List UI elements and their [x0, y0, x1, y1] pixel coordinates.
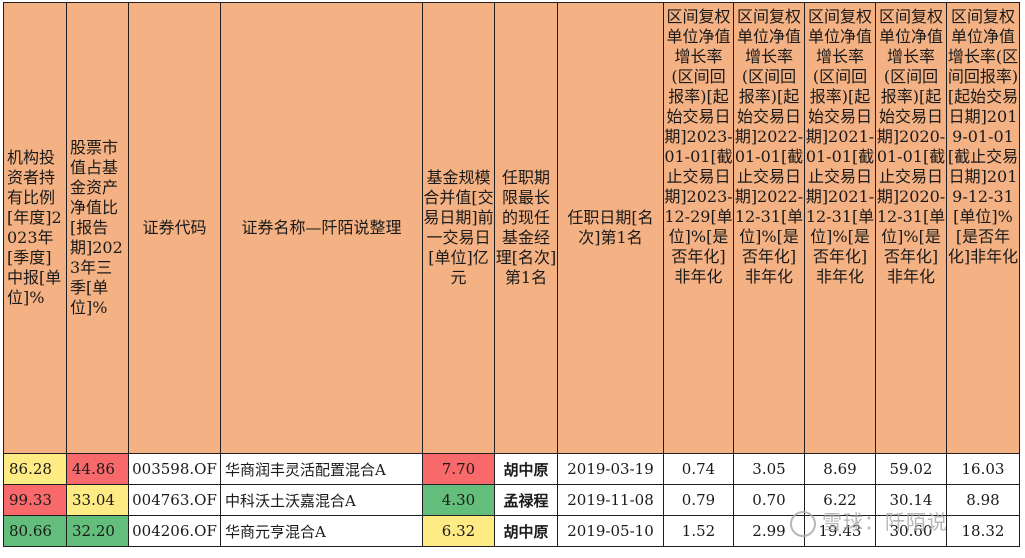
- cell-inst-holding: 86.28: [3, 453, 67, 485]
- cell-manager: 胡中原: [494, 515, 558, 547]
- cell-return-2022: 0.70: [733, 484, 805, 516]
- watermark-text: 雪球：阡陌说: [822, 510, 948, 534]
- header-code: 证券代码: [128, 2, 221, 454]
- cell-tenure-date: 2019-11-08: [557, 484, 664, 516]
- table-row: 99.33 33.04 004763.OF 中科沃土沃嘉混合A 4.30 孟禄程…: [3, 484, 1020, 516]
- cell-fund-size: 6.32: [422, 515, 495, 547]
- cell-return-2023: 0.74: [663, 453, 734, 485]
- cell-code: 003598.OF: [128, 453, 221, 485]
- cell-return-2019: 18.32: [946, 515, 1020, 547]
- cell-return-2023: 0.79: [663, 484, 734, 516]
- cell-inst-holding: 99.33: [3, 484, 67, 516]
- cell-return-2020: 30.14: [875, 484, 947, 516]
- snowball-logo-icon: [790, 510, 816, 537]
- header-return-2019: 区间复权单位净值增长率(区间回报率)[起始交易日期]2019-01-01[截止交…: [946, 2, 1020, 454]
- header-return-2020: 区间复权单位净值增长率(区间回报率)[起始交易日期]2020-01-01[截止交…: [875, 2, 947, 454]
- header-fund-size: 基金规模合并值[交易日期]前一交易日[单位]亿元: [422, 2, 495, 454]
- cell-stock-ratio: 33.04: [66, 484, 129, 516]
- cell-tenure-date: 2019-03-19: [557, 453, 664, 485]
- table-row: 86.28 44.86 003598.OF 华商润丰灵活配置混合A 7.70 胡…: [3, 453, 1020, 485]
- cell-manager: 胡中原: [494, 453, 558, 485]
- cell-name: 中科沃土沃嘉混合A: [220, 484, 423, 516]
- cell-name: 华商元亨混合A: [220, 515, 423, 547]
- cell-return-2023: 1.52: [663, 515, 734, 547]
- header-stock-ratio: 股票市值占基金资产净值比[报告期]2023年三季[单位]%: [66, 2, 129, 454]
- header-inst-holding: 机构投资者持有比例[年度]2023年[季度]中报[单位]%: [3, 2, 67, 454]
- fund-table: 机构投资者持有比例[年度]2023年[季度]中报[单位]% 股票市值占基金资产净…: [3, 2, 1020, 547]
- cell-name: 华商润丰灵活配置混合A: [220, 453, 423, 485]
- cell-return-2022: 3.05: [733, 453, 805, 485]
- header-return-2022: 区间复权单位净值增长率(区间回报率)[起始交易日期]2022-01-01[截止交…: [733, 2, 805, 454]
- cell-return-2019: 8.98: [946, 484, 1020, 516]
- cell-return-2021: 19.43: [804, 515, 876, 547]
- cell-stock-ratio: 44.86: [66, 453, 129, 485]
- cell-return-2021: 8.69: [804, 453, 876, 485]
- cell-fund-size: 4.30: [422, 484, 495, 516]
- header-return-2023: 区间复权单位净值增长率(区间回报率)[起始交易日期]2023-01-01[截止交…: [663, 2, 734, 454]
- cell-return-2020: 59.02: [875, 453, 947, 485]
- header-row: 机构投资者持有比例[年度]2023年[季度]中报[单位]% 股票市值占基金资产净…: [3, 2, 1020, 454]
- cell-stock-ratio: 32.20: [66, 515, 129, 547]
- header-manager: 任职期限最长的现任基金经理[名次]第1名: [494, 2, 558, 454]
- header-return-2021: 区间复权单位净值增长率(区间回报率)[起始交易日期]2021-01-01[截止交…: [804, 2, 876, 454]
- cell-return-2019: 16.03: [946, 453, 1020, 485]
- cell-tenure-date: 2019-05-10: [557, 515, 664, 547]
- cell-inst-holding: 80.66: [3, 515, 67, 547]
- cell-code: 004763.OF: [128, 484, 221, 516]
- header-tenure-date: 任职日期[名次]第1名: [557, 2, 664, 454]
- cell-manager: 孟禄程: [494, 484, 558, 516]
- watermark: 雪球：阡陌说: [790, 506, 948, 537]
- cell-return-2021: 6.22: [804, 484, 876, 516]
- cell-code: 004206.OF: [128, 515, 221, 547]
- cell-fund-size: 7.70: [422, 453, 495, 485]
- header-name: 证券名称—阡陌说整理: [220, 2, 423, 454]
- table-row: 80.66 32.20 004206.OF 华商元亨混合A 6.32 胡中原 2…: [3, 515, 1020, 547]
- cell-return-2020: 30.60: [875, 515, 947, 547]
